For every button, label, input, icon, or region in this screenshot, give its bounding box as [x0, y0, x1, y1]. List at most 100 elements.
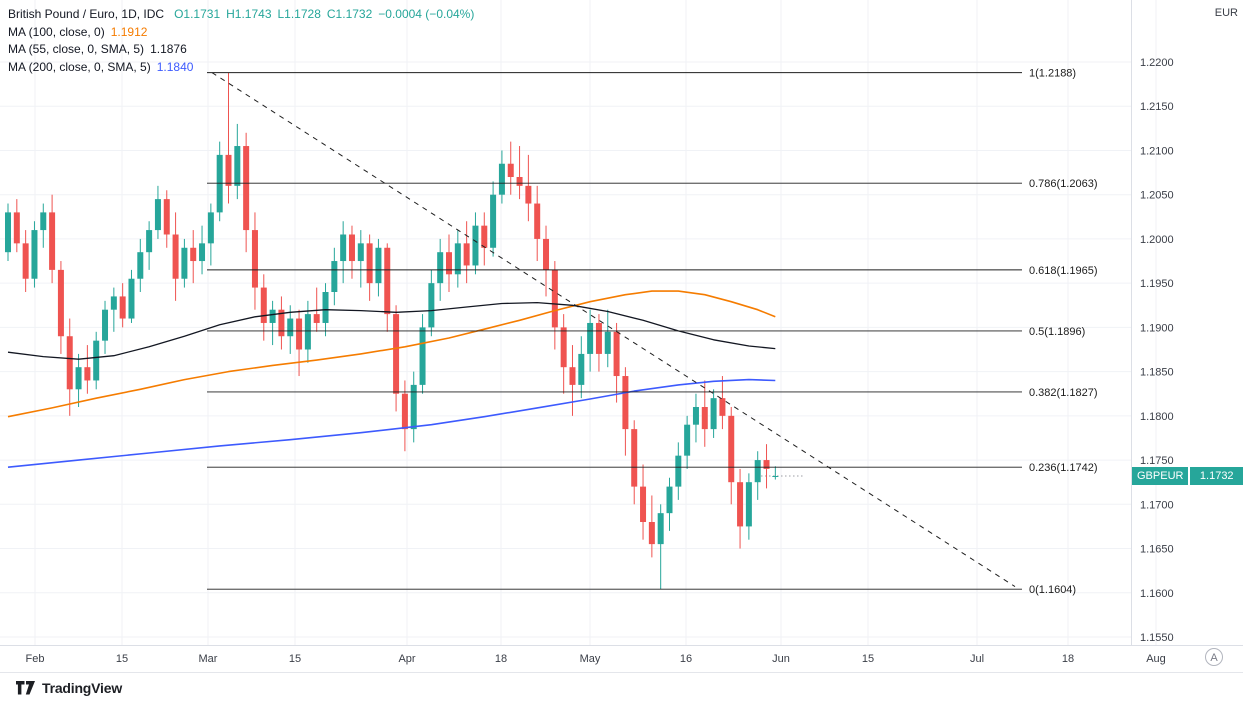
candle-body — [366, 243, 373, 284]
footer-bar: TradingView — [0, 672, 1243, 702]
indicator-row-ma100[interactable]: MA (100, close, 0) 1.1912 — [8, 24, 474, 42]
fib-label: 0.5(1.1896) — [1029, 326, 1085, 338]
x-axis-label: Jun — [772, 653, 790, 665]
candle-body — [754, 460, 761, 483]
candle-body — [701, 407, 708, 430]
candle-body — [666, 486, 673, 514]
candle-body — [190, 247, 197, 262]
chart-legend: British Pound / Euro, 1D, IDC O1.1731 H1… — [8, 6, 474, 76]
candle-body — [13, 212, 20, 244]
candle-body — [543, 238, 550, 270]
x-axis-label: 15 — [862, 653, 874, 665]
fib-label: 0.786(1.2063) — [1029, 178, 1098, 190]
candle-body — [340, 234, 347, 262]
candle-body — [75, 367, 82, 390]
brand-name[interactable]: TradingView — [42, 679, 123, 696]
y-axis-label: 1.2000 — [1140, 234, 1174, 246]
candle-body — [578, 353, 585, 385]
candle-body — [375, 247, 382, 284]
x-axis-label: Feb — [26, 653, 45, 665]
candle-body — [172, 234, 179, 279]
y-axis-label: 1.1700 — [1140, 499, 1174, 511]
ma55-line[interactable] — [7, 301, 776, 360]
ma200-line[interactable] — [7, 378, 776, 468]
candle-body — [207, 212, 214, 244]
indicator-row-ma200[interactable]: MA (200, close, 0, SMA, 5) 1.1840 — [8, 59, 474, 77]
candle-body — [428, 283, 435, 328]
price-label-symbol: GBPEUR — [1132, 467, 1189, 485]
candle-body — [737, 482, 744, 527]
candle-body — [304, 314, 311, 350]
candle-body — [472, 225, 479, 266]
candle-body — [463, 243, 470, 266]
price-label-value: 1.1732 — [1190, 467, 1243, 485]
y-axis-label: 1.1950 — [1140, 278, 1174, 290]
candle-body — [119, 296, 126, 319]
y-axis-label: 1.1800 — [1140, 411, 1174, 423]
x-axis-label: May — [580, 653, 601, 665]
candle-body — [22, 243, 29, 279]
y-axis-label: 1.2050 — [1140, 190, 1174, 202]
candle-body — [481, 225, 488, 248]
indicator-value: 1.1912 — [110, 24, 148, 39]
fib-label: 1(1.2188) — [1029, 68, 1076, 80]
candle-body — [454, 243, 461, 275]
candle-body — [498, 163, 505, 195]
candle-body — [225, 154, 232, 186]
ma100-line[interactable] — [7, 290, 776, 418]
candle-body — [640, 486, 647, 522]
candle-body — [49, 212, 56, 270]
x-axis-label: 15 — [289, 653, 301, 665]
auto-scale-button[interactable] — [1205, 648, 1223, 666]
candle-body — [102, 309, 109, 341]
candle-body — [684, 424, 691, 456]
candle-body — [692, 407, 699, 425]
auto-scale-label: A — [1210, 652, 1218, 664]
candle-body — [313, 314, 320, 323]
x-axis-label: 15 — [116, 653, 128, 665]
ohlc-close: C1.1732 — [326, 7, 373, 21]
chart-plot-area[interactable] — [0, 0, 1131, 645]
ohlc-low: L1.1728 — [277, 7, 321, 21]
indicator-value: 1.1840 — [156, 59, 194, 74]
candle-body — [710, 398, 717, 430]
price-change: −0.0004 (−0.04%) — [378, 7, 475, 21]
symbol-info-row[interactable]: British Pound / Euro, 1D, IDC O1.1731 H1… — [8, 6, 474, 24]
candle-body — [260, 287, 267, 323]
candle-body — [401, 393, 408, 430]
x-axis-label: 18 — [495, 653, 507, 665]
last-price-label[interactable]: GBPEUR 1.1732 — [1132, 467, 1243, 485]
y-axis-label: 1.2150 — [1140, 101, 1174, 113]
candle-body — [296, 318, 303, 350]
time-axis[interactable] — [0, 645, 1243, 672]
candle-body — [251, 230, 258, 288]
candle-body — [622, 376, 629, 430]
candle-body — [525, 185, 532, 204]
candle-body — [657, 513, 664, 545]
price-chart-canvas[interactable]: 1.2200 1.2150 1.2100 1.2050 1.2000 1.1950 1.19… — [0, 0, 1243, 672]
candle-body — [40, 212, 47, 231]
candle-body — [410, 384, 417, 430]
candle-body — [551, 269, 558, 328]
y-axis-label: 1.2200 — [1140, 57, 1174, 69]
symbol-title[interactable]: British Pound / Euro, 1D, IDC — [8, 7, 165, 21]
candle-body — [243, 146, 250, 231]
candle-body — [31, 230, 38, 279]
price-axis[interactable] — [1131, 0, 1243, 645]
tradingview-logo-icon[interactable] — [16, 680, 35, 695]
candle-body — [384, 247, 391, 315]
candle-body — [66, 336, 73, 390]
indicator-label: MA (200, close, 0, SMA, 5) — [8, 59, 151, 74]
trendline[interactable] — [211, 72, 1016, 587]
ohlc-open: O1.1731 — [174, 7, 221, 21]
y-axis-label: 1.1650 — [1140, 544, 1174, 556]
x-axis-label: Jul — [970, 653, 984, 665]
x-axis-label: 16 — [680, 653, 692, 665]
indicator-row-ma55[interactable]: MA (55, close, 0, SMA, 5) 1.1876 — [8, 41, 474, 59]
candle-body — [595, 322, 602, 354]
candle-body — [128, 278, 135, 319]
candle-body — [348, 234, 355, 262]
candle-body — [490, 194, 497, 248]
candle-body — [446, 252, 452, 275]
